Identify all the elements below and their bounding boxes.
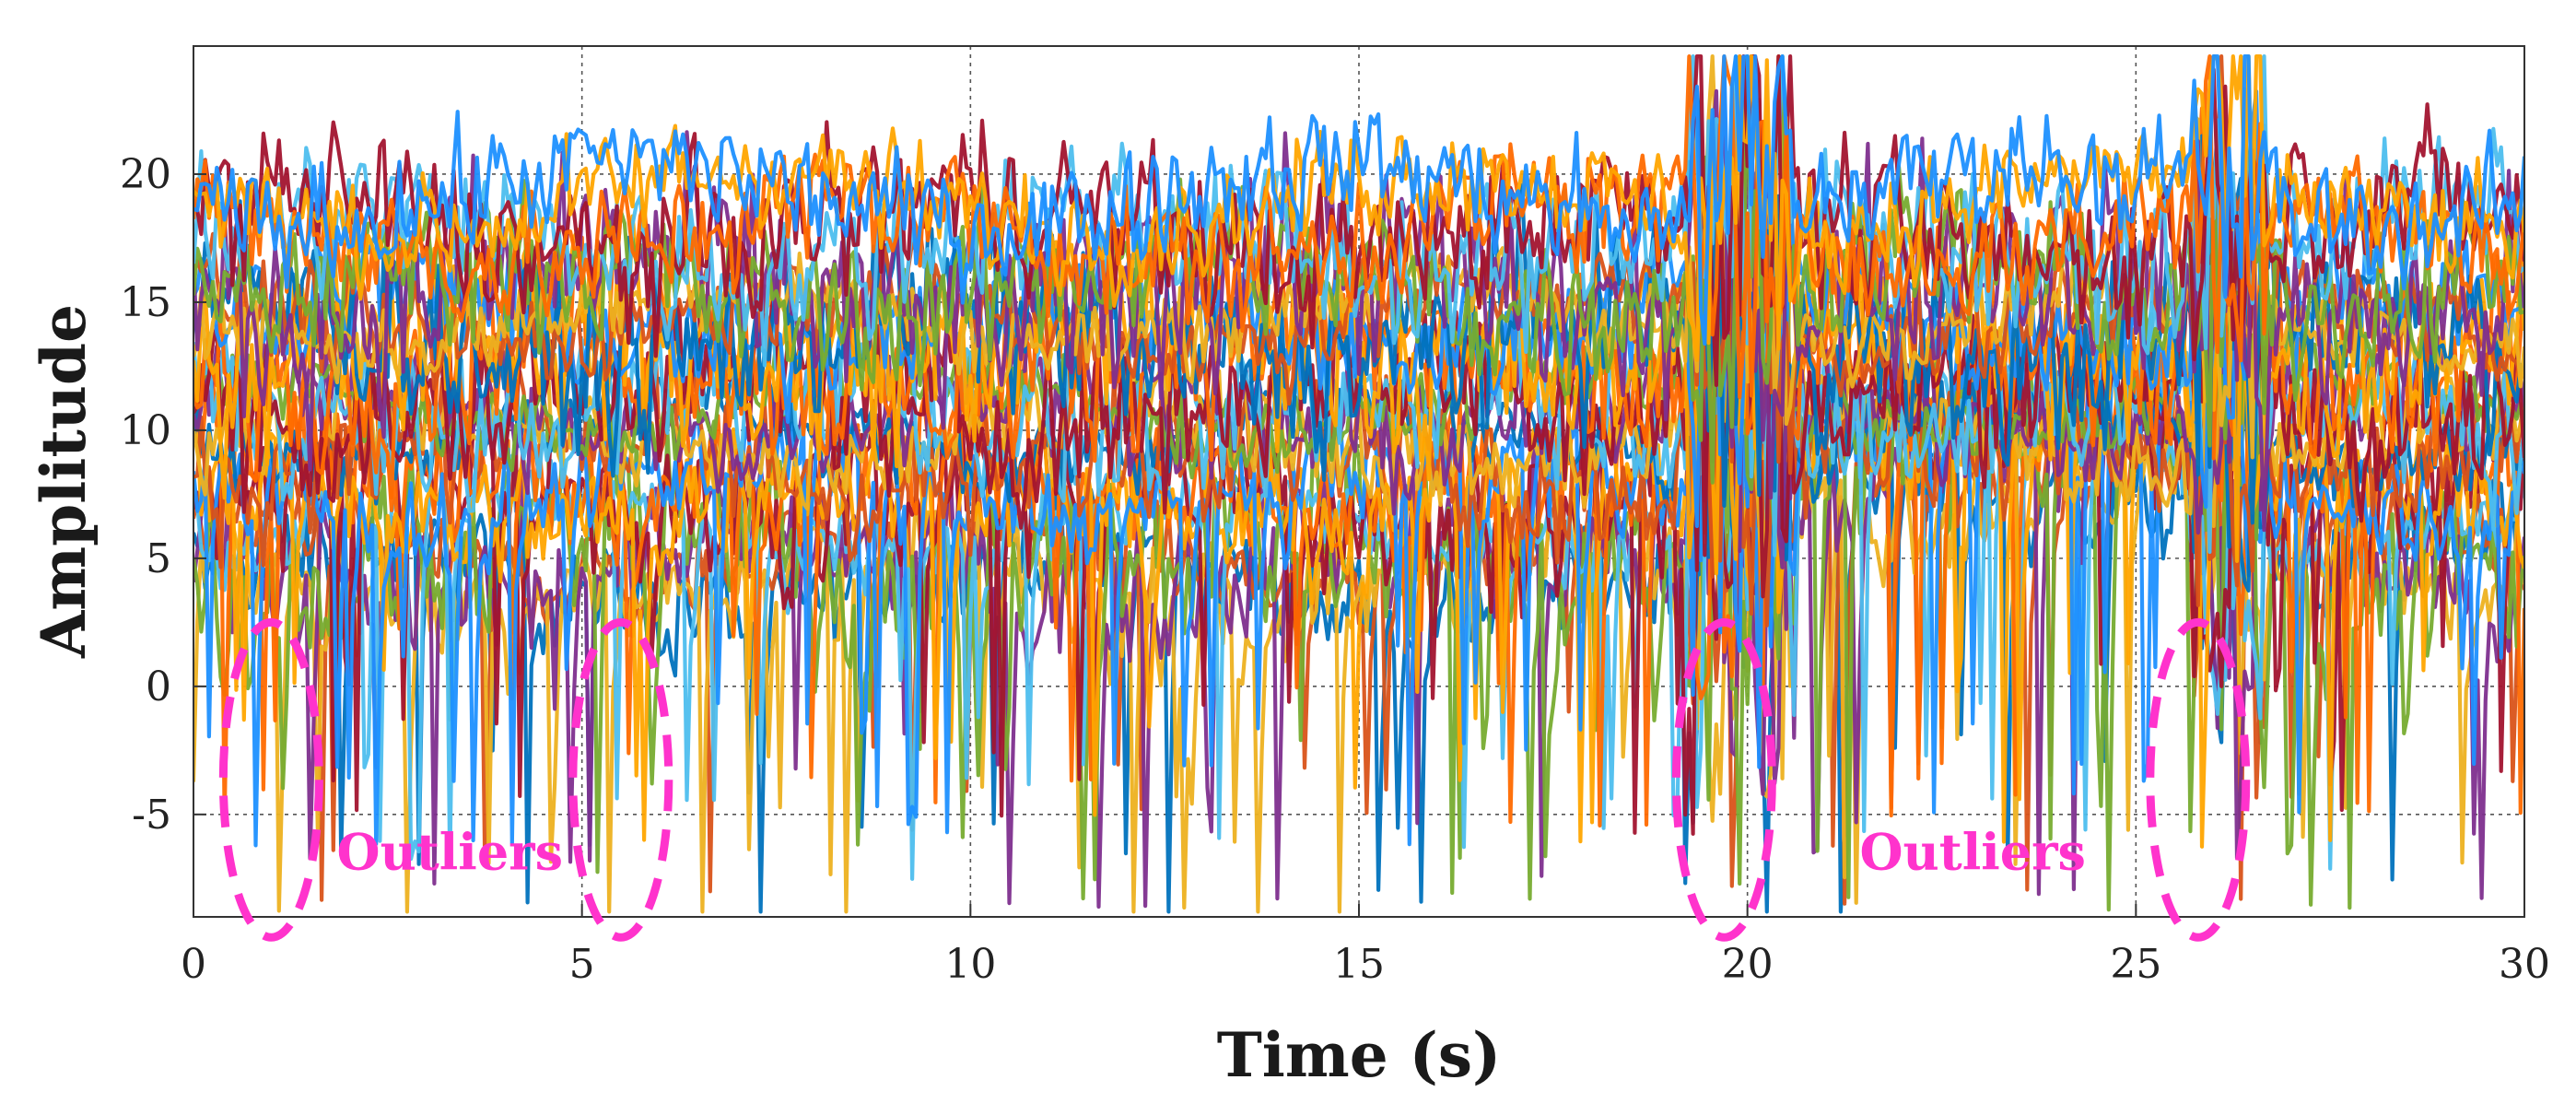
outlier-ellipse bbox=[218, 617, 323, 942]
x-tick-label: 10 bbox=[944, 941, 996, 988]
x-tick-label: 5 bbox=[569, 941, 595, 988]
y-tick-label: -5 bbox=[132, 792, 171, 839]
series-layer bbox=[193, 54, 2524, 914]
series-line bbox=[193, 54, 2524, 362]
x-tick-label: 0 bbox=[181, 941, 206, 988]
series-line bbox=[193, 54, 2524, 346]
ticks-layer: 0 5 10 15 20 25 30 -5 0 5 10 15 20 bbox=[120, 151, 2550, 988]
y-tick-label: 0 bbox=[146, 663, 171, 710]
outliers-annotation: Outliers bbox=[337, 823, 563, 882]
annotation-layer: Outliers Outliers bbox=[218, 617, 2251, 942]
outlier-ellipse bbox=[1671, 617, 1776, 942]
outliers-annotation: Outliers bbox=[1859, 823, 2085, 882]
y-tick-label: 15 bbox=[120, 279, 171, 326]
y-tick-label: 20 bbox=[120, 151, 171, 198]
x-tick-label: 20 bbox=[1722, 941, 1774, 988]
outlier-ellipse bbox=[568, 617, 673, 942]
x-tick-label: 30 bbox=[2499, 941, 2550, 988]
x-tick-label: 25 bbox=[2110, 941, 2161, 988]
y-tick-label: 5 bbox=[146, 535, 171, 582]
series-line bbox=[193, 54, 2524, 388]
outlier-ellipse bbox=[2146, 617, 2251, 942]
y-tick-label: 10 bbox=[120, 407, 171, 454]
x-tick-label: 15 bbox=[1333, 941, 1385, 988]
x-axis-title: Time (s) bbox=[1217, 1019, 1502, 1091]
y-axis-title: Amplitude bbox=[28, 304, 100, 659]
